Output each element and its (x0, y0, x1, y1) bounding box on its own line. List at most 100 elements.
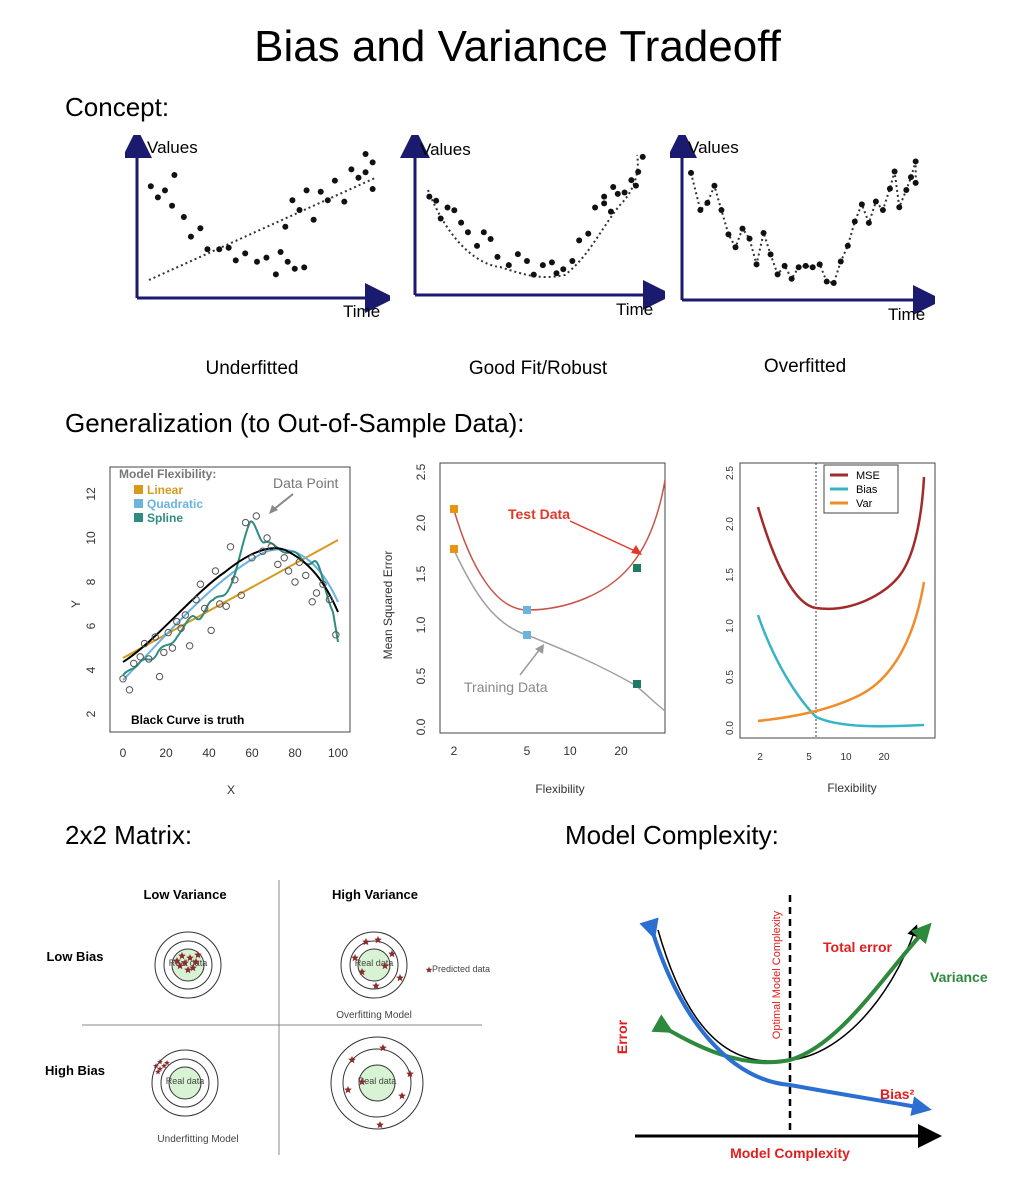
data-point (180, 214, 187, 220)
data-point (272, 271, 279, 278)
predicted-point (425, 966, 433, 973)
data-point (130, 659, 138, 668)
linear-test-marker (450, 505, 458, 513)
data-point (204, 246, 211, 253)
x-axis-label: Flexibility (535, 782, 584, 796)
data-point (277, 249, 284, 255)
mse-flexibility-plot: 0.0 0.5 1.0 1.5 2.0 2.5 2 5 10 20 Flexib… (381, 462, 666, 796)
data-point (539, 262, 546, 269)
test-arrow (569, 520, 636, 552)
data-point (632, 182, 639, 189)
row-header-low-bias: Low Bias (46, 949, 103, 964)
data-point (232, 257, 239, 264)
good-fit-curve (427, 154, 639, 278)
y-tick: 0.0 (725, 721, 736, 735)
data-point (760, 229, 767, 236)
data-point (688, 169, 695, 176)
data-point (151, 633, 159, 641)
predicted-point (186, 954, 194, 962)
data-point (560, 266, 567, 273)
predicted-point (379, 1044, 387, 1052)
data-point (185, 642, 194, 650)
predicted-point (181, 959, 189, 967)
data-point (809, 264, 816, 271)
x-tick: 2 (451, 744, 458, 758)
data-point (216, 246, 223, 253)
data-point (282, 223, 289, 230)
data-point (263, 254, 270, 261)
data-point (196, 580, 205, 588)
data-point (241, 518, 250, 527)
data-point (753, 261, 760, 268)
predicted-point (358, 968, 366, 976)
legend-spline: Spline (147, 511, 183, 525)
data-point (601, 193, 608, 200)
legend-swatch-linear (134, 485, 143, 494)
data-point (474, 242, 481, 249)
y-tick: 2.5 (414, 463, 428, 480)
data-point (341, 198, 348, 205)
x-tick: 2 (757, 752, 763, 763)
y-tick: 1.0 (414, 616, 428, 633)
data-point (912, 179, 919, 186)
total-error-label: Total error (823, 939, 893, 955)
data-point (310, 216, 317, 223)
data-point (487, 236, 494, 243)
predicted-point (173, 957, 181, 965)
predicted-point (398, 1092, 406, 1100)
predicted-point (192, 958, 200, 966)
legend-swatch-spline (134, 513, 143, 522)
data-points (147, 151, 376, 278)
data-point (169, 202, 176, 209)
data-point (639, 153, 646, 160)
data-points (688, 158, 919, 286)
predicted-points (153, 936, 433, 1129)
data-point (530, 271, 537, 278)
predicted-point (153, 1063, 159, 1069)
concept-goodfit-plot: Values Time (400, 135, 665, 319)
data-point (697, 207, 704, 214)
data-point (774, 271, 781, 278)
predicted-point (388, 950, 396, 958)
section-concept: Concept: (65, 92, 170, 122)
legend-swatch-quadratic (134, 499, 143, 508)
predicted-point (372, 982, 380, 990)
predicted-point (381, 962, 389, 970)
x-axis-label: Flexibility (827, 781, 876, 795)
predicted-point (176, 962, 184, 970)
predicted-point (376, 1121, 384, 1129)
x-axis-label: Time (343, 302, 380, 321)
spline-train-marker (633, 680, 641, 688)
data-point (280, 554, 288, 562)
data-point (222, 602, 230, 610)
legend-var: Var (856, 498, 873, 510)
data-point (592, 204, 599, 211)
linear-train-marker (450, 545, 458, 553)
data-point (601, 200, 608, 207)
data-point (192, 595, 200, 604)
data-point (879, 207, 886, 214)
y-axis-label: Y (69, 600, 83, 608)
x-tick: 20 (878, 752, 890, 763)
data-point (284, 567, 293, 575)
data-point (325, 595, 334, 604)
plot-frame (439, 462, 666, 734)
data-point (319, 580, 327, 588)
variance-label: Variance (930, 969, 988, 985)
data-point (823, 278, 830, 285)
predicted-point (396, 974, 404, 982)
concept-overfit-plot: Values Time (670, 135, 935, 324)
train-arrow (519, 648, 541, 676)
data-point (216, 600, 224, 608)
legend-quadratic: Quadratic (147, 497, 203, 511)
optimal-complexity-label: Optimal Model Complexity (771, 910, 783, 1039)
train-arrowhead (535, 644, 544, 654)
caption-good-fit: Good Fit/Robust (468, 358, 608, 379)
plot-frame (739, 462, 936, 739)
data-point (369, 186, 376, 192)
data-point (494, 253, 501, 260)
data-point (312, 589, 321, 597)
data-point (837, 258, 844, 265)
data-point (348, 166, 355, 173)
x-tick: 100 (328, 746, 348, 760)
